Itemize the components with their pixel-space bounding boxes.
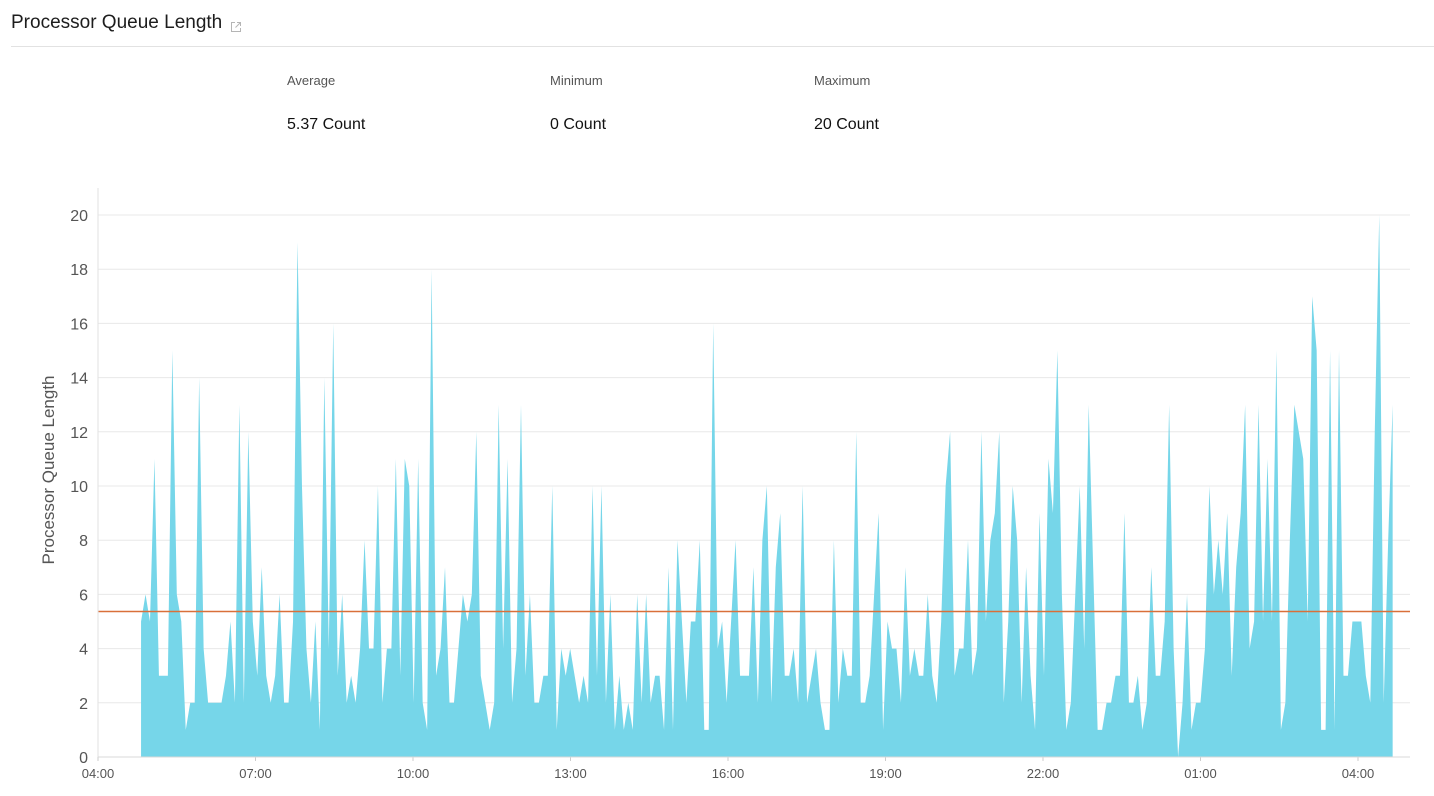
y-tick-label: 18 [70, 262, 88, 279]
y-tick-label: 0 [79, 750, 88, 767]
stat-label: Minimum [550, 73, 603, 88]
y-tick-label: 12 [70, 425, 88, 442]
panel-header: Processor Queue Length [11, 12, 242, 34]
stat-maximum: Maximum 20 Count [814, 73, 879, 134]
external-link-icon[interactable] [230, 17, 242, 32]
x-tick-label: 07:00 [239, 766, 272, 781]
y-tick-label: 16 [70, 316, 88, 333]
y-tick-label: 20 [70, 208, 88, 225]
stat-label: Average [287, 73, 336, 88]
x-tick-label: 19:00 [869, 766, 902, 781]
y-tick-labels: 0 2 4 6 8 10 12 14 16 18 20 [70, 208, 88, 767]
y-tick-label: 8 [79, 533, 88, 550]
x-tick-label: 13:00 [554, 766, 587, 781]
stat-value: 5.37 Count [287, 116, 366, 133]
x-tick-label: 04:00 [82, 766, 115, 781]
queue-length-area [141, 215, 1393, 757]
y-tick-label: 14 [70, 371, 88, 388]
stat-value: 20 Count [814, 116, 879, 133]
y-tick-label: 10 [70, 479, 88, 496]
y-tick-label: 6 [79, 587, 88, 604]
stat-minimum: Minimum 0 Count [550, 73, 606, 134]
x-tick-label: 16:00 [712, 766, 745, 781]
stat-average: Average 5.37 Count [287, 73, 365, 134]
x-tick-label: 22:00 [1027, 766, 1060, 781]
x-tick-label: 04:00 [1342, 766, 1375, 781]
x-tick-label: 01:00 [1184, 766, 1217, 781]
x-tick-label: 10:00 [397, 766, 430, 781]
y-tick-label: 2 [79, 696, 88, 713]
y-tick-label: 4 [79, 642, 88, 659]
header-divider [11, 46, 1434, 47]
y-axis-label: Processor Queue Length [39, 375, 58, 564]
stat-label: Maximum [814, 73, 871, 88]
panel-title: Processor Queue Length [11, 12, 223, 33]
x-tick-labels: 04:00 07:00 10:00 13:00 16:00 19:00 22:00 01:00… [82, 757, 1375, 781]
stat-value: 0 Count [550, 116, 607, 133]
